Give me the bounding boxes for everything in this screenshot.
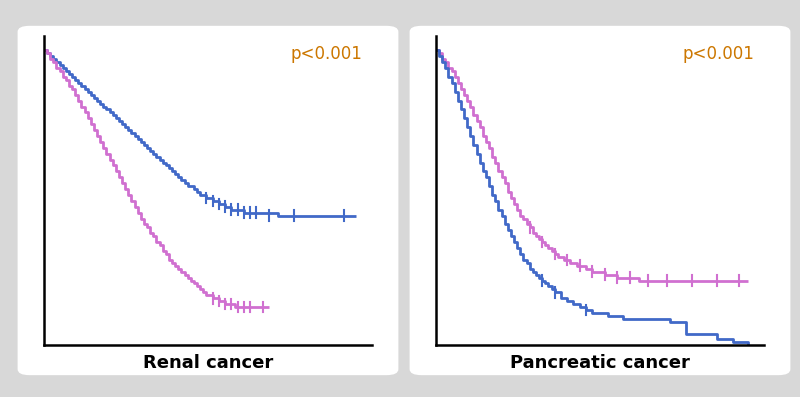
- Text: p<0.001: p<0.001: [682, 45, 754, 63]
- X-axis label: Renal cancer: Renal cancer: [143, 354, 273, 372]
- X-axis label: Pancreatic cancer: Pancreatic cancer: [510, 354, 690, 372]
- Text: p<0.001: p<0.001: [290, 45, 362, 63]
